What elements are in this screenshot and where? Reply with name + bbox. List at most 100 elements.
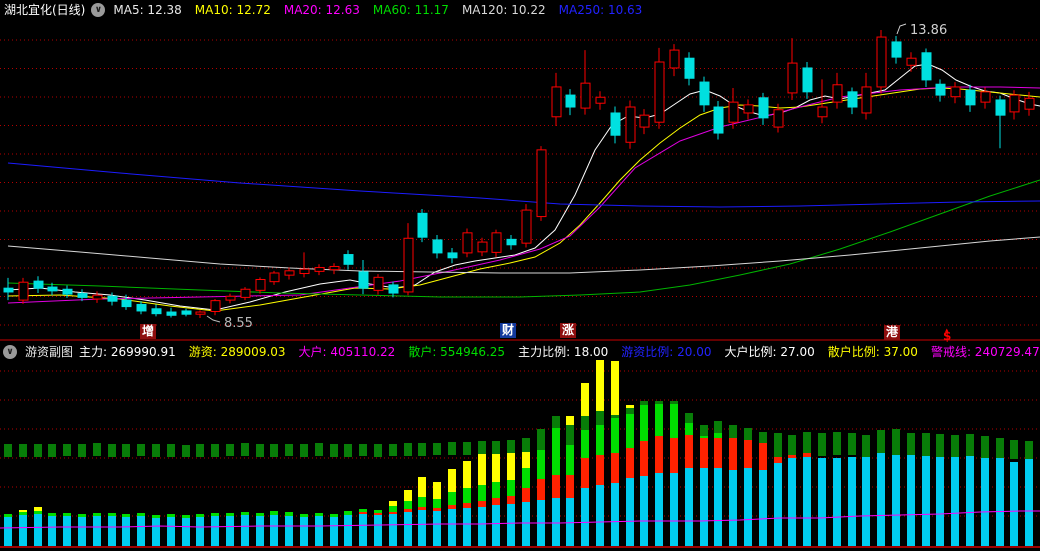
candle <box>995 99 1006 116</box>
candle <box>847 91 858 108</box>
volume-bar-retail <box>330 517 338 546</box>
candle <box>432 239 443 254</box>
ma-legend-item: MA10: 12.72 <box>194 3 271 17</box>
volume-bar-retail <box>492 505 500 546</box>
volume-bar-retail <box>1010 462 1018 546</box>
volume-bar-bigplayer <box>404 501 412 509</box>
chevron-down-icon[interactable]: ∨ <box>91 3 106 17</box>
candle <box>373 276 384 291</box>
volume-bar-bigplayer <box>359 509 367 512</box>
volume-bar-band <box>714 421 722 433</box>
volume-bar-retail <box>818 458 826 546</box>
candle <box>388 284 399 294</box>
volume-bar-retail <box>774 463 782 546</box>
volume-bar-band <box>418 443 426 456</box>
volume-bar-band <box>537 429 545 450</box>
candle <box>536 149 547 218</box>
volume-bar-bigplayer <box>611 418 619 453</box>
ma-legend-item: MA20: 12.63 <box>283 3 360 17</box>
candle <box>773 109 784 128</box>
watermark-text: 涨 <box>560 323 577 338</box>
candle <box>728 101 739 123</box>
volume-bar-band <box>108 444 116 457</box>
volume-bar-band <box>626 408 634 414</box>
volume-bar-retail <box>63 516 71 546</box>
volume-bar-retail <box>359 514 367 546</box>
candle <box>965 89 976 106</box>
sub-chart-title: 游资副图 <box>25 345 74 359</box>
high-marker <box>896 23 907 35</box>
volume-bar-band <box>774 433 782 457</box>
volume-bar-retail <box>34 514 42 546</box>
volume-bar-retail <box>951 457 959 546</box>
volume-bar-bigplayer <box>34 511 42 514</box>
legend-item: 游资: 289009.03 <box>188 345 286 359</box>
ma-legend-item: MA250: 10.63 <box>558 3 643 17</box>
candle <box>876 36 887 88</box>
volume-bar-bigplayer <box>685 423 693 435</box>
volume-bar-retail <box>463 508 471 546</box>
volume-bar-bigplayer <box>137 513 145 516</box>
volume-bar-retail <box>93 516 101 546</box>
volume-bar-band <box>344 444 352 457</box>
volume-bar-band <box>729 425 737 438</box>
volume-bar-hotmoney <box>507 496 515 504</box>
volume-bar-hotmoney <box>537 479 545 500</box>
volume-bar-bigplayer <box>48 513 56 516</box>
volume-bar-hotmoney <box>522 488 530 502</box>
volume-bar-hotmoney <box>744 440 752 468</box>
volume-bar-retail <box>803 457 811 546</box>
watermark-text: 财 <box>500 323 517 338</box>
volume-bar-retail <box>404 512 412 546</box>
volume-bar-band <box>581 416 589 430</box>
volume-bar-band <box>359 444 367 456</box>
volume-bar-retail <box>48 516 56 546</box>
volume-bar-band <box>936 434 944 457</box>
volume-bar-retail <box>966 456 974 546</box>
volume-bar-retail <box>78 517 86 546</box>
candle <box>358 271 369 289</box>
volume-bar-band <box>877 430 885 453</box>
candle <box>343 254 354 265</box>
volume-bar-band <box>4 444 12 457</box>
legend-item: 游资比例: 20.00 <box>621 345 712 359</box>
candle <box>684 57 695 79</box>
volume-bar-retail <box>122 517 130 546</box>
volume-bar-retail <box>907 455 915 546</box>
volume-bar-bigplayer <box>655 401 663 436</box>
volume-bar-hotmoney <box>700 438 708 468</box>
volume-bar-bigplayer <box>640 401 648 441</box>
watermark-text: ▴ <box>945 326 949 334</box>
volume-bar-retail <box>448 509 456 546</box>
candle <box>1024 97 1035 110</box>
volume-bar-band <box>433 443 441 455</box>
volume-bar-retail <box>315 516 323 546</box>
volume-bar-bigplayer <box>211 513 219 516</box>
volume-bar-band <box>685 413 693 423</box>
ma20-line <box>7 86 1040 304</box>
volume-bar-band <box>818 433 826 456</box>
candle <box>802 67 813 93</box>
volume-bar-band <box>34 444 42 457</box>
candle <box>713 106 724 134</box>
ma250-line <box>7 162 1040 208</box>
volume-bar-retail <box>640 476 648 546</box>
volume-bar-band <box>640 401 648 405</box>
candle <box>861 86 872 114</box>
volume-bar-retail <box>848 457 856 546</box>
alert-line <box>0 510 1040 529</box>
volume-bar-retail <box>729 470 737 546</box>
candle <box>758 97 769 119</box>
volume-bar-retail <box>19 515 27 546</box>
volume-bar-main <box>448 469 456 492</box>
candle <box>47 286 58 292</box>
volume-bar-band <box>330 444 338 457</box>
ma-legend: MA5: 12.38 MA10: 12.72 MA20: 12.63 MA60: 11… <box>113 3 655 17</box>
chevron-down-icon[interactable]: ∨ <box>3 345 17 359</box>
volume-bar-band <box>78 444 86 457</box>
volume-bar-band <box>981 436 989 458</box>
volume-bar-band <box>492 441 500 454</box>
volume-bar-bigplayer <box>152 515 160 518</box>
